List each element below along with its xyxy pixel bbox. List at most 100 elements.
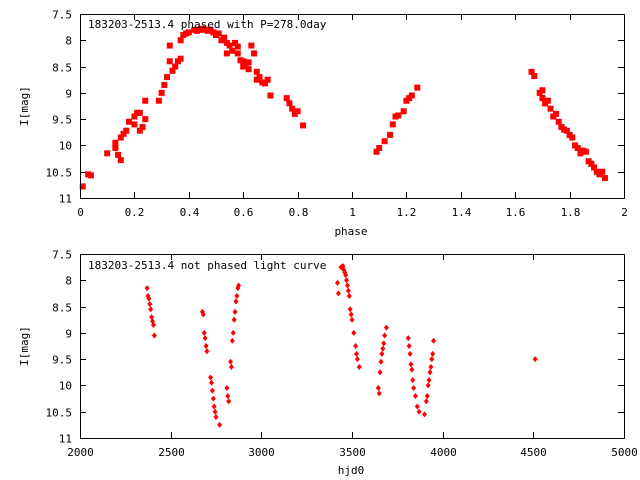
data-point	[229, 337, 235, 344]
unphased-x-axis-label: hjd0	[338, 464, 365, 477]
x-tick-label: 4000	[430, 446, 457, 459]
data-point	[582, 148, 589, 155]
data-point	[544, 97, 551, 104]
data-point	[407, 350, 413, 357]
data-point	[335, 290, 341, 297]
data-point	[344, 282, 350, 289]
data-point	[202, 335, 208, 342]
data-point	[563, 127, 570, 134]
data-point	[348, 311, 354, 318]
data-point	[200, 311, 206, 318]
data-point	[147, 300, 153, 307]
data-point	[203, 343, 209, 349]
data-point	[416, 408, 422, 415]
data-point	[532, 356, 538, 363]
unphased-light-curve-panel: 2000 2500 3000 3500 4000 4500 5000 7.5 8 8.5 9 9.5 1…	[18, 249, 638, 478]
data-point	[232, 39, 239, 46]
data-point	[344, 277, 350, 284]
data-point	[423, 398, 429, 405]
data-point	[283, 95, 290, 102]
data-point	[427, 369, 433, 376]
data-point	[123, 127, 130, 134]
data-point	[120, 130, 127, 137]
data-point	[234, 293, 240, 300]
data-point	[131, 121, 138, 128]
data-point	[201, 329, 207, 336]
data-point	[414, 403, 420, 410]
x-tick-label: 4500	[520, 446, 547, 459]
data-point	[139, 124, 146, 131]
data-point	[223, 50, 230, 57]
data-point	[376, 390, 382, 397]
data-point	[112, 139, 119, 146]
y-tick-label: 10	[59, 140, 72, 153]
x-tick-label: 2500	[158, 446, 185, 459]
data-point	[136, 109, 143, 116]
data-point	[378, 358, 384, 365]
y-tick-label: 11	[59, 433, 72, 446]
data-point	[115, 151, 122, 158]
data-point	[208, 379, 214, 386]
data-point	[414, 84, 421, 91]
data-point	[228, 364, 234, 371]
phased-plot-frame	[80, 14, 625, 199]
data-point	[142, 116, 149, 123]
data-point	[224, 385, 230, 392]
x-tick-label: 1.2	[397, 206, 417, 219]
data-point	[373, 148, 380, 155]
data-point	[229, 47, 236, 54]
x-tick-label: 0.8	[289, 206, 309, 219]
data-point	[146, 295, 152, 302]
data-point	[155, 97, 162, 104]
data-point	[232, 308, 238, 315]
data-point	[349, 316, 355, 323]
data-point	[267, 92, 274, 99]
data-point	[166, 58, 173, 65]
data-point	[136, 127, 143, 134]
data-point	[131, 113, 138, 120]
y-tick-label: 9.5	[52, 114, 72, 127]
data-point	[601, 175, 608, 182]
data-point	[300, 122, 307, 129]
data-point	[226, 398, 232, 405]
data-point	[382, 332, 388, 339]
data-point	[334, 279, 340, 286]
data-point	[248, 42, 255, 49]
x-tick-label: 0.2	[125, 206, 145, 219]
data-point	[204, 348, 210, 355]
data-point	[286, 100, 293, 107]
y-tick-label: 8	[65, 35, 72, 48]
y-tick-label: 8	[65, 275, 72, 288]
data-point	[375, 385, 381, 392]
data-point	[215, 30, 222, 37]
data-point	[422, 411, 428, 418]
data-point	[79, 183, 86, 190]
data-point	[144, 285, 150, 292]
data-point	[406, 343, 412, 349]
data-point	[185, 29, 192, 36]
data-point	[208, 374, 214, 381]
data-point	[599, 168, 606, 175]
phased-y-axis-label: I[mag]	[18, 86, 31, 126]
data-point	[226, 42, 233, 49]
data-point	[412, 392, 418, 399]
data-point	[430, 350, 436, 357]
data-point	[346, 293, 352, 300]
data-point	[177, 37, 184, 44]
y-tick-label: 10.5	[46, 167, 73, 180]
data-point	[294, 108, 301, 115]
data-point	[343, 272, 349, 279]
x-tick-label: 0	[77, 206, 84, 219]
data-point	[245, 59, 252, 66]
data-point	[236, 282, 242, 289]
data-point	[408, 92, 415, 99]
data-point	[149, 314, 155, 321]
data-point	[356, 364, 362, 371]
data-point	[213, 413, 219, 420]
x-tick-label: 3000	[248, 446, 275, 459]
data-point	[395, 112, 402, 119]
data-point	[429, 356, 435, 363]
data-point	[569, 134, 576, 141]
data-point	[87, 172, 94, 179]
